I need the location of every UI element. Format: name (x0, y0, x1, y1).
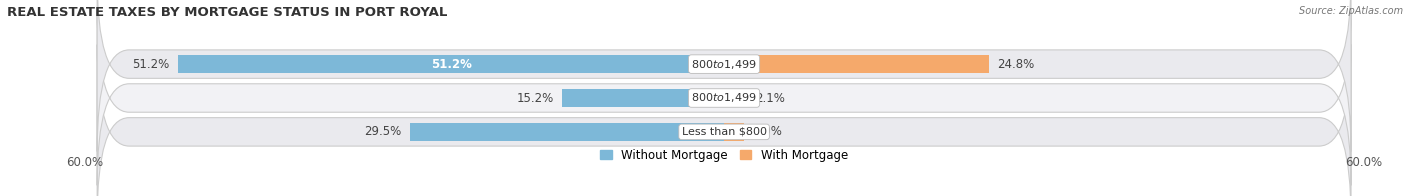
Text: Less than $800: Less than $800 (682, 127, 766, 137)
Text: 2.1%: 2.1% (755, 92, 785, 104)
Text: 24.8%: 24.8% (997, 58, 1035, 71)
Text: $800 to $1,499: $800 to $1,499 (692, 58, 756, 71)
FancyBboxPatch shape (97, 44, 1351, 196)
Bar (724, 55, 988, 73)
Text: 1.9%: 1.9% (752, 125, 783, 138)
Text: 51.2%: 51.2% (430, 58, 471, 71)
Bar (724, 89, 747, 107)
Text: 15.2%: 15.2% (516, 92, 554, 104)
Text: 29.5%: 29.5% (364, 125, 401, 138)
Bar (179, 55, 724, 73)
Text: REAL ESTATE TAXES BY MORTGAGE STATUS IN PORT ROYAL: REAL ESTATE TAXES BY MORTGAGE STATUS IN … (7, 6, 447, 19)
FancyBboxPatch shape (97, 0, 1351, 152)
Bar (724, 123, 744, 141)
Bar (562, 89, 724, 107)
Text: 51.2%: 51.2% (132, 58, 170, 71)
Bar (409, 123, 724, 141)
Legend: Without Mortgage, With Mortgage: Without Mortgage, With Mortgage (595, 144, 853, 167)
Text: Source: ZipAtlas.com: Source: ZipAtlas.com (1299, 6, 1403, 16)
FancyBboxPatch shape (97, 11, 1351, 185)
Text: $800 to $1,499: $800 to $1,499 (692, 92, 756, 104)
